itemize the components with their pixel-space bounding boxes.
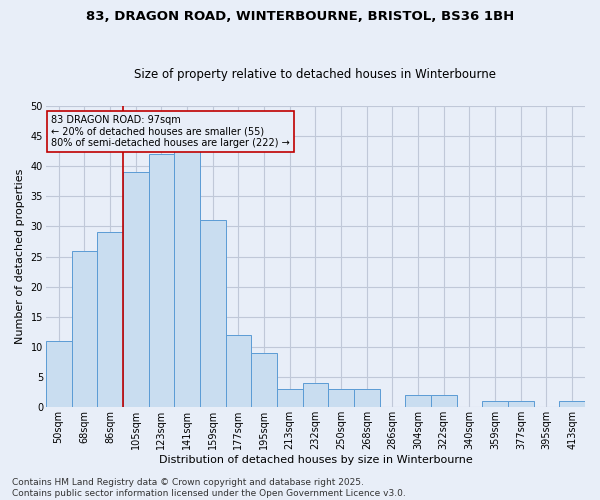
Bar <box>71 250 97 408</box>
Bar <box>174 148 200 407</box>
Bar <box>200 220 226 408</box>
Bar <box>354 389 380 407</box>
Y-axis label: Number of detached properties: Number of detached properties <box>15 169 25 344</box>
Bar <box>431 395 457 407</box>
Bar <box>97 232 123 408</box>
Bar <box>559 402 585 407</box>
X-axis label: Distribution of detached houses by size in Winterbourne: Distribution of detached houses by size … <box>158 455 472 465</box>
Bar <box>123 172 149 408</box>
Bar <box>251 353 277 408</box>
Title: Size of property relative to detached houses in Winterbourne: Size of property relative to detached ho… <box>134 68 496 81</box>
Bar <box>302 383 328 407</box>
Bar <box>277 389 302 407</box>
Text: 83, DRAGON ROAD, WINTERBOURNE, BRISTOL, BS36 1BH: 83, DRAGON ROAD, WINTERBOURNE, BRISTOL, … <box>86 10 514 23</box>
Bar <box>46 341 71 407</box>
Bar <box>226 335 251 407</box>
Bar <box>328 389 354 407</box>
Bar <box>149 154 174 407</box>
Text: 83 DRAGON ROAD: 97sqm
← 20% of detached houses are smaller (55)
80% of semi-deta: 83 DRAGON ROAD: 97sqm ← 20% of detached … <box>51 115 290 148</box>
Text: Contains HM Land Registry data © Crown copyright and database right 2025.
Contai: Contains HM Land Registry data © Crown c… <box>12 478 406 498</box>
Bar <box>482 402 508 407</box>
Bar <box>405 395 431 407</box>
Bar <box>508 402 533 407</box>
